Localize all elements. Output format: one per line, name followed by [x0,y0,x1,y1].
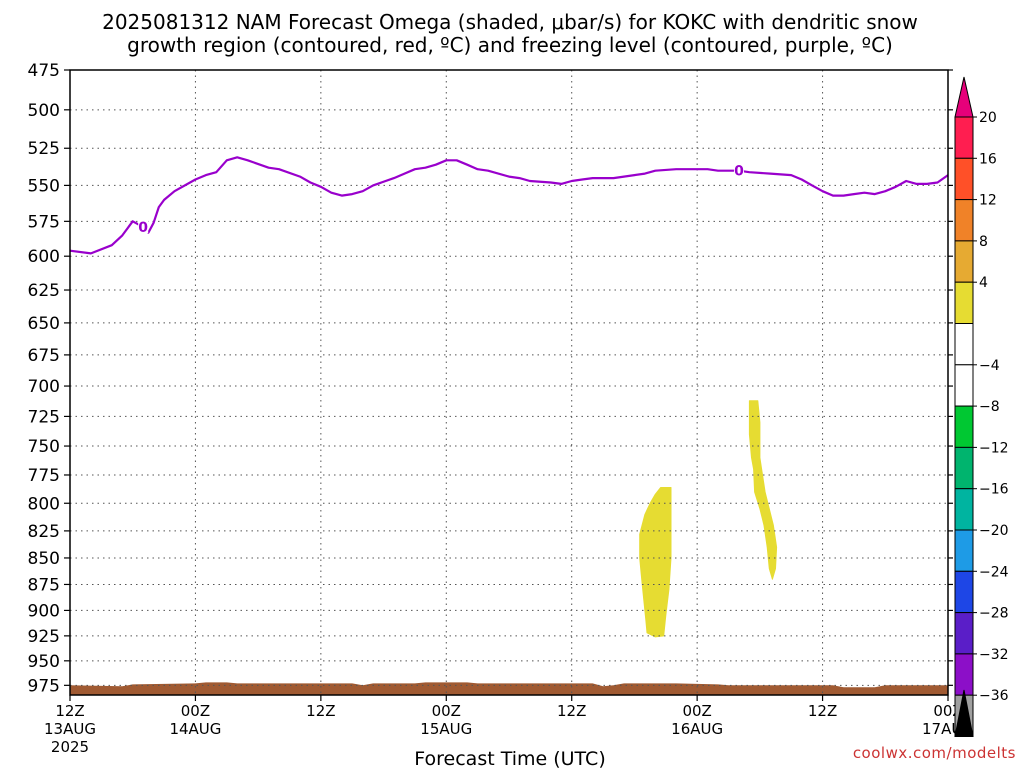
x-tick-label-72: 12Z [808,702,837,720]
omega-region-1 [639,487,672,638]
chart-title-line-2: growth region (contoured, red, ºC) and f… [127,33,893,57]
plot-frame [69,69,949,696]
y-tick-label-550: 550 [28,176,60,196]
freezing-level-contour-label-2: 0 [734,164,744,180]
colorbar-label-4: 8 [979,234,988,250]
omega-shading-layer [639,400,778,638]
y-axis-ticks: 475 500 525 550 575 600 625 650 675 700 725 750 775 8… [28,61,953,696]
y-tick-label-800: 800 [28,494,60,514]
colorbar-bottom-arrow [954,689,974,737]
colorbar-top-arrow [954,76,974,118]
colorbar-segment-10 [954,488,974,531]
x-tick-date-60: 16AUG [671,720,723,738]
y-tick-label-700: 700 [28,377,60,397]
terrain-fill [70,682,948,695]
y-tick-label-850: 850 [28,549,60,569]
y-tick-label-500: 500 [28,101,60,121]
colorbar-label-6: −4 [979,358,1000,374]
x-tick-label-36: 00Z [432,702,461,720]
colorbar-segment-1 [954,116,974,159]
y-tick-label-600: 600 [28,247,60,267]
x-tick-label-24: 12Z [306,702,335,720]
y-tick-label-575: 575 [28,212,60,232]
y-tick-label-650: 650 [28,314,60,334]
colorbar-segment-9 [954,446,974,490]
x-tick-label-0: 12Z [55,702,84,720]
colorbar-segment-11 [954,529,974,572]
omega-region-2 [748,400,778,580]
plot-area: 00 [69,69,949,696]
colorbar-segment-14 [954,653,974,696]
y-tick-label-975: 975 [28,676,60,696]
terrain-layer [70,682,948,695]
y-tick-label-825: 825 [28,522,60,542]
colorbar-label-13: −32 [979,647,1009,663]
y-tick-label-525: 525 [28,139,60,159]
colorbar-label-3: 12 [979,193,997,209]
y-tick-label-750: 750 [28,437,60,457]
colorbar-label-8: −12 [979,440,1009,456]
y-tick-label-900: 900 [28,601,60,621]
colorbar-segment-8 [954,405,974,448]
y-tick-label-950: 950 [28,652,60,672]
x-tick-year-0: 2025 [51,738,89,756]
x-tick-label-60: 00Z [682,702,711,720]
freezing-level-contour-label-1: 0 [138,220,148,236]
y-tick-label-875: 875 [28,575,60,595]
y-tick-label-625: 625 [28,281,60,301]
x-tick-label-48: 12Z [557,702,586,720]
y-tick-label-725: 725 [28,407,60,427]
credit-text: coolwx.com/modelts [853,744,1016,762]
colorbar-label-2: 16 [979,151,997,167]
colorbar-segment-12 [954,570,974,614]
y-tick-label-925: 925 [28,627,60,647]
colorbar-segment-4 [954,240,974,283]
grid-layer [70,70,948,695]
colorbar-label-10: −20 [979,523,1009,539]
contour-label-bg-2 [733,162,744,177]
x-tick-date-36: 15AUG [420,720,472,738]
colorbar-segment-3 [954,199,974,242]
x-axis-label: Forecast Time (UTC) [414,748,605,768]
colorbar-segment-6 [954,323,974,366]
colorbar-label-7: −8 [979,399,1000,415]
x-tick-label-12: 00Z [181,702,210,720]
y-tick-label-475: 475 [28,61,60,81]
colorbar-label-14: −36 [979,688,1009,704]
x-tick-date-0: 13AUG [44,720,96,738]
colorbar-label-1: 20 [979,110,997,126]
colorbar-label-12: −28 [979,606,1009,622]
contour-label-bg-1 [138,218,149,233]
colorbar-segment-7 [954,364,974,407]
x-tick-date-12: 14AUG [169,720,221,738]
colorbar-segment-2 [954,157,974,201]
chart-title-line-1: 2025081312 NAM Forecast Omega (shaded, μ… [102,10,918,34]
colorbar-segment-13 [954,612,974,655]
freezing-level-layer: 00 [69,156,949,255]
colorbar-segment-5 [954,281,974,325]
colorbar-label-11: −24 [979,564,1009,580]
colorbar-label-5: 4 [979,275,988,291]
y-tick-label-675: 675 [28,346,60,366]
y-tick-label-775: 775 [28,466,60,486]
colorbar: 20 16 12 8 4 −4 −8 −12 −16 −20 −24 −28 −32 −36 [954,76,1009,738]
freezing-level-line [69,156,949,255]
colorbar-label-9: −16 [979,482,1009,498]
